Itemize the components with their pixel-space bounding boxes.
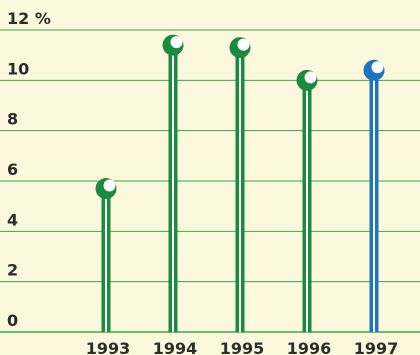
bar-head-shine-1996: [304, 71, 317, 84]
series-bars: [95, 34, 385, 333]
y-tick-label-0: 0: [7, 311, 18, 330]
x-tick-label-1994: 1994: [153, 339, 198, 355]
bar-head-shine-1993: [103, 179, 116, 192]
y-tick-label-12: 12 %: [7, 9, 51, 28]
y-tick-labels: 0 2 4 6 8 10 12 %: [7, 9, 51, 330]
bar-1994: [162, 34, 184, 332]
bar-stem-highlight-1996: [306, 86, 308, 332]
x-tick-label-1993: 1993: [86, 339, 131, 355]
bar-1997: [363, 59, 385, 333]
bar-stem-highlight-1994: [172, 51, 174, 332]
y-tick-label-4: 4: [7, 210, 18, 229]
x-tick-label-1997: 1997: [354, 339, 399, 355]
x-tick-labels: 1993 1994 1995 1996 1997: [86, 339, 399, 355]
bar-stem-highlight-1997: [373, 76, 375, 333]
bar-head-shine-1995: [237, 38, 250, 51]
bar-head-shine-1994: [170, 36, 183, 49]
x-tick-label-1995: 1995: [220, 339, 265, 355]
y-tick-label-2: 2: [7, 261, 18, 280]
bar-stem-highlight-1995: [239, 53, 241, 332]
bar-head-shine-1997: [371, 61, 384, 74]
bar-stem-highlight-1993: [105, 194, 107, 332]
bar-1996: [296, 69, 318, 332]
x-tick-label-1996: 1996: [287, 339, 332, 355]
y-tick-label-8: 8: [7, 110, 18, 129]
bar-1993: [95, 178, 117, 332]
grid-layer: [0, 29, 420, 333]
y-tick-label-10: 10: [7, 59, 29, 78]
y-tick-label-6: 6: [7, 160, 18, 179]
bar-1995: [229, 37, 251, 332]
